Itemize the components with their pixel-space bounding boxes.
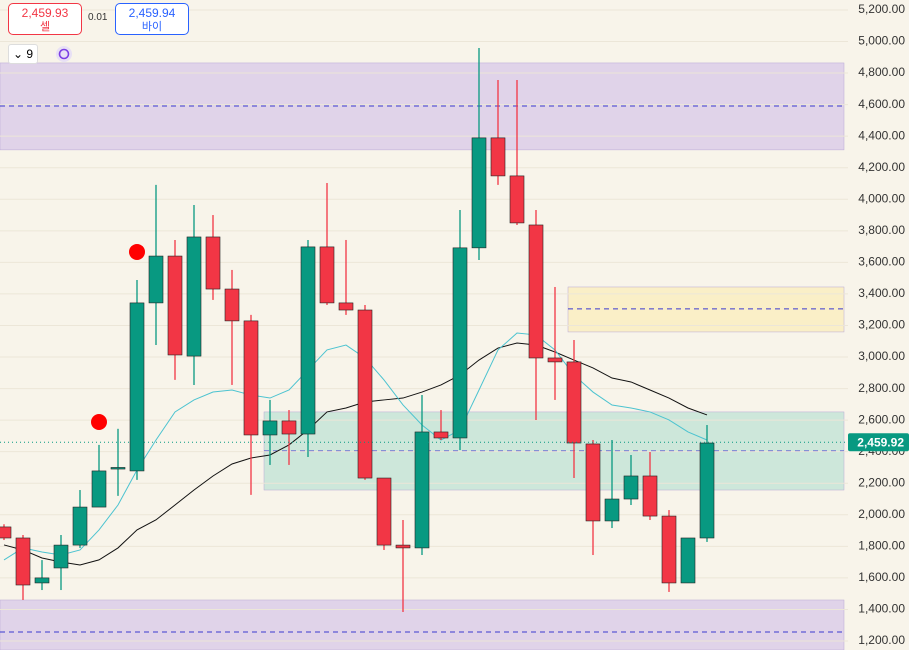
interval: 9 [26, 47, 34, 61]
y-tick-label: 4,200.00 [858, 160, 905, 174]
candle-body [414, 431, 430, 549]
candle-body [509, 175, 525, 224]
y-tick-label: 1,400.00 [858, 602, 905, 616]
candle-body [129, 302, 145, 472]
chevron: ⌄ [13, 47, 24, 61]
y-tick-label: 3,200.00 [858, 318, 905, 332]
candle-body [680, 537, 696, 584]
candle-body [148, 255, 164, 304]
candle-body [319, 246, 335, 304]
candle-body [623, 475, 639, 500]
candle-body [566, 361, 582, 444]
sell-label: 셀 [39, 21, 51, 33]
candle-body [604, 498, 620, 522]
y-tick-label: 4,800.00 [858, 65, 905, 79]
y-tick-label: 3,800.00 [858, 223, 905, 237]
candle-body [0, 526, 12, 539]
candle-body [91, 470, 107, 508]
zone [0, 599, 845, 650]
signal-dot [91, 414, 107, 431]
y-tick-label: 2,800.00 [858, 381, 905, 395]
y-tick-label: 5,200.00 [858, 2, 905, 16]
candle-body [243, 320, 259, 436]
y-tick-label: 3,600.00 [858, 255, 905, 269]
candle-body [547, 357, 563, 363]
y-tick-label: 2,600.00 [858, 412, 905, 426]
price-axis [848, 0, 909, 650]
candle-body [53, 544, 69, 569]
y-tick-label: 5,000.00 [858, 34, 905, 48]
y-tick-label: 4,000.00 [858, 191, 905, 205]
last-price-tag [848, 433, 909, 452]
buy-label: 바이 [141, 21, 163, 33]
y-tick-label: 4,400.00 [858, 128, 905, 142]
candle-body [452, 247, 468, 439]
candle-body [490, 137, 506, 177]
candle-body [34, 577, 50, 584]
candle-body [110, 467, 126, 470]
y-tick-label: 2,200.00 [858, 475, 905, 489]
sell-button[interactable]: 2,459.93 셀 [8, 3, 82, 35]
candle-body [661, 515, 677, 584]
buy-button[interactable]: 2,459.94 바이 [115, 3, 189, 35]
interval-toggle[interactable]: ⌄ 9 [8, 44, 39, 64]
candle-body [642, 475, 658, 517]
y-tick-label: 3,000.00 [858, 349, 905, 363]
candle-body [15, 537, 31, 586]
y-tick-label: 3,400.00 [858, 286, 905, 300]
candle-body [471, 137, 487, 249]
candle-body [186, 236, 202, 357]
buy-price: 2,459.94 [128, 6, 176, 20]
candle-body [167, 255, 183, 356]
candle-body [357, 309, 373, 479]
candle-body [433, 431, 449, 439]
candle-body [528, 224, 544, 359]
refresh-icon[interactable] [55, 45, 73, 63]
last-price-label: 2,459.92 [857, 435, 904, 449]
candle-body [205, 236, 221, 290]
y-tick-label: 1,200.00 [858, 633, 905, 647]
signal-dot [129, 243, 145, 260]
sell-price: 2,459.93 [21, 6, 69, 20]
indicator-line [3, 332, 708, 561]
candle-body [395, 544, 411, 549]
candle-body [300, 246, 316, 435]
y-tick-label: 2,000.00 [858, 507, 905, 521]
indicator-line [3, 342, 708, 566]
candle-body [281, 420, 297, 435]
candle-body [338, 302, 354, 311]
y-tick-label: 4,600.00 [858, 97, 905, 111]
candle-body [72, 506, 88, 546]
candle-body [699, 442, 715, 539]
y-tick-label: 1,800.00 [858, 539, 905, 553]
candle-body [262, 420, 278, 436]
zone [567, 286, 845, 333]
candle-body [585, 443, 601, 522]
spread: 0.01 [88, 12, 108, 23]
candle-body [376, 477, 392, 546]
candle-body [224, 288, 240, 322]
y-tick-label: 1,600.00 [858, 570, 905, 584]
